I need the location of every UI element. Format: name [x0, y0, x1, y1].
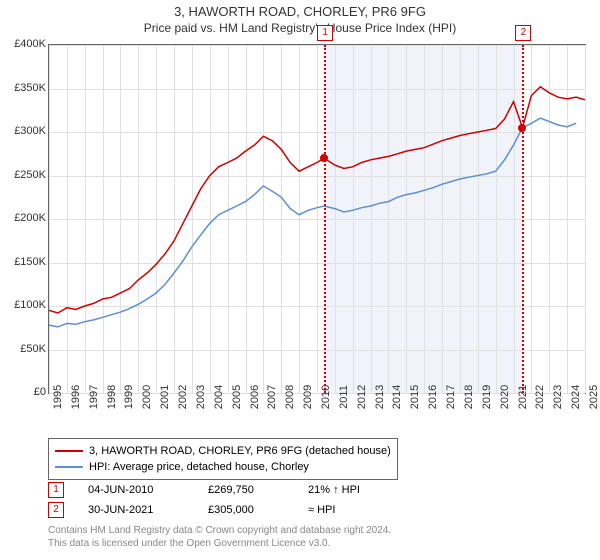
sales-table: 1 04-JUN-2010 £269,750 21% ↑ HPI 2 30-JU…	[48, 480, 360, 520]
x-tick-label: 2025	[588, 385, 600, 409]
legend-swatch	[55, 450, 83, 452]
marker-box: 2	[515, 25, 531, 41]
x-tick-label: 1999	[123, 385, 135, 409]
x-tick-label: 2015	[409, 385, 421, 409]
sale-delta: 21% ↑ HPI	[308, 484, 360, 496]
legend-item: 3, HAWORTH ROAD, CHORLEY, PR6 9FG (detac…	[55, 443, 391, 459]
footer: Contains HM Land Registry data © Crown c…	[48, 524, 391, 550]
footer-line: Contains HM Land Registry data © Crown c…	[48, 524, 391, 537]
marker-dot	[518, 124, 526, 132]
sale-index: 1	[48, 482, 64, 498]
x-tick-label: 2022	[534, 385, 546, 409]
x-tick-label: 2011	[338, 385, 350, 409]
sale-date: 30-JUN-2021	[88, 504, 184, 516]
legend-label: 3, HAWORTH ROAD, CHORLEY, PR6 9FG (detac…	[89, 443, 391, 459]
y-tick-label: £150K	[4, 256, 46, 268]
x-tick-label: 1998	[106, 385, 118, 409]
marker-box: 1	[317, 25, 333, 41]
x-tick-label: 2005	[231, 385, 243, 409]
title-block: 3, HAWORTH ROAD, CHORLEY, PR6 9FG Price …	[0, 0, 600, 35]
legend: 3, HAWORTH ROAD, CHORLEY, PR6 9FG (detac…	[48, 438, 398, 480]
sale-price: £305,000	[208, 504, 284, 516]
y-tick-label: £250K	[4, 169, 46, 181]
x-tick-label: 2019	[481, 385, 493, 409]
footer-line: This data is licensed under the Open Gov…	[48, 537, 391, 550]
y-tick-label: £300K	[4, 125, 46, 137]
x-tick-label: 2004	[213, 385, 225, 409]
x-tick-label: 2010	[320, 385, 332, 409]
sale-row: 1 04-JUN-2010 £269,750 21% ↑ HPI	[48, 480, 360, 500]
x-tick-label: 2007	[266, 385, 278, 409]
legend-swatch	[55, 466, 83, 468]
x-tick-label: 2003	[195, 385, 207, 409]
y-tick-label: £400K	[4, 38, 46, 50]
sale-delta: ≈ HPI	[308, 504, 335, 516]
chart-lines	[49, 45, 585, 393]
title-sub: Price paid vs. HM Land Registry's House …	[0, 21, 600, 35]
legend-label: HPI: Average price, detached house, Chor…	[89, 459, 309, 475]
sale-index: 2	[48, 502, 64, 518]
x-tick-label: 1996	[70, 385, 82, 409]
x-tick-label: 1997	[88, 385, 100, 409]
sale-row: 2 30-JUN-2021 £305,000 ≈ HPI	[48, 500, 360, 520]
x-tick-label: 2018	[463, 385, 475, 409]
series-line	[49, 87, 585, 313]
x-tick-label: 2014	[391, 385, 403, 409]
chart-container: 3, HAWORTH ROAD, CHORLEY, PR6 9FG Price …	[0, 0, 600, 560]
y-tick-label: £200K	[4, 212, 46, 224]
x-tick-label: 2024	[570, 385, 582, 409]
x-tick-label: 2008	[284, 385, 296, 409]
x-tick-label: 2013	[374, 385, 386, 409]
x-tick-label: 1995	[52, 385, 64, 409]
marker-dot	[320, 154, 328, 162]
x-tick-label: 2023	[552, 385, 564, 409]
chart-plot-area: 12	[48, 44, 586, 394]
x-tick-label: 2012	[356, 385, 368, 409]
x-tick-label: 2001	[159, 385, 171, 409]
x-tick-label: 2006	[249, 385, 261, 409]
legend-item: HPI: Average price, detached house, Chor…	[55, 459, 391, 475]
marker-line	[522, 45, 524, 393]
gridline-v	[585, 45, 586, 393]
x-tick-label: 2021	[517, 385, 529, 409]
sale-price: £269,750	[208, 484, 284, 496]
y-tick-label: £0	[4, 386, 46, 398]
marker-line	[324, 45, 326, 393]
y-tick-label: £100K	[4, 299, 46, 311]
x-tick-label: 2020	[499, 385, 511, 409]
x-tick-label: 2009	[302, 385, 314, 409]
x-tick-label: 2000	[141, 385, 153, 409]
x-tick-label: 2017	[445, 385, 457, 409]
y-tick-label: £350K	[4, 82, 46, 94]
title-main: 3, HAWORTH ROAD, CHORLEY, PR6 9FG	[0, 4, 600, 19]
sale-date: 04-JUN-2010	[88, 484, 184, 496]
y-tick-label: £50K	[4, 343, 46, 355]
x-tick-label: 2016	[427, 385, 439, 409]
series-line	[49, 118, 576, 327]
x-tick-label: 2002	[177, 385, 189, 409]
